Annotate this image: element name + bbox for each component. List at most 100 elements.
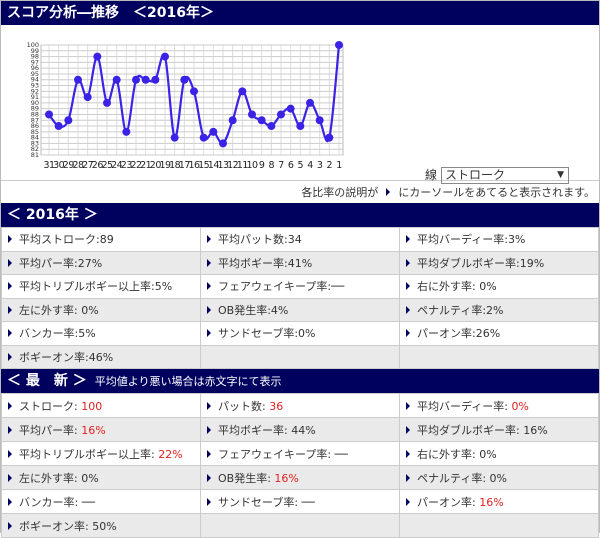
stat-cell[interactable]: OB発生率:4% xyxy=(200,297,400,322)
stat-cell[interactable]: 右に外す率: 0% xyxy=(399,441,599,466)
stat-cell[interactable]: フェアウェイキープ率: ── xyxy=(200,441,400,466)
stat-cell[interactable]: パット数: 36 xyxy=(200,393,400,418)
stat-cell[interactable]: ボギーオン率:46% xyxy=(1,344,201,369)
stat-cell[interactable]: ペナルティ率: 0% xyxy=(399,465,599,490)
stat-value: 16% xyxy=(274,471,299,485)
stat-cell[interactable]: 平均パー率:27% xyxy=(1,250,201,275)
stat-cell[interactable]: ペナルティ率:2% xyxy=(399,297,599,322)
stat-cell[interactable]: 平均ボギー率:41% xyxy=(200,250,400,275)
stat-cell[interactable]: 左に外す率: 0% xyxy=(1,465,201,490)
stat-cell[interactable]: 平均ダブルボギー率: 16% xyxy=(399,417,599,442)
stats-row: 左に外す率: 0% OB発生率: 16% ペナルティ率: 0% xyxy=(1,465,599,490)
y-tick-label: 84 xyxy=(31,134,39,142)
stat-value: 19% xyxy=(519,256,545,270)
x-tick-label: 12 xyxy=(227,160,239,171)
x-tick-label: 21 xyxy=(140,160,152,171)
chart-area: 81 82 83 84 85 86 87 88 89 90 91 92 93 94 95 96 97 98 99 10… xyxy=(1,25,599,184)
stat-label: OB発生率: xyxy=(218,471,275,485)
stat-cell[interactable]: 右に外す率: 0% xyxy=(399,274,599,299)
stat-cell[interactable]: パーオン率:26% xyxy=(399,321,599,346)
point xyxy=(45,110,53,119)
y-tick-label: 93 xyxy=(31,82,39,90)
stat-value: 5% xyxy=(78,327,96,341)
stat-cell[interactable]: 平均ストローク:89 xyxy=(1,227,201,252)
stat-cell[interactable]: サンドセーブ率:0% xyxy=(200,321,400,346)
stat-value: 41% xyxy=(287,256,313,270)
stat-cell[interactable]: バンカー率:5% xyxy=(1,321,201,346)
stat-label: 平均パー率: xyxy=(19,256,78,270)
stat-cell[interactable]: 平均ボギー率: 44% xyxy=(200,417,400,442)
empty-cell xyxy=(200,344,400,369)
stats-table: 平均ストローク:89 平均パット数:34 平均バーディー率:3% 平均パー率:27% 平… xyxy=(1,227,599,369)
y-tick-label: 98 xyxy=(31,53,39,61)
stat-cell[interactable]: 平均バーディー率: 0% xyxy=(399,393,599,418)
point xyxy=(141,75,150,84)
stat-cell[interactable]: 平均トリプルボギー以上率: 22% xyxy=(1,441,201,466)
stats-row: 平均パー率: 16% 平均ボギー率: 44% 平均ダブルボギー率: 16% xyxy=(1,417,599,442)
stat-value: 100 xyxy=(81,399,103,413)
stat-cell[interactable]: フェアウェイキープ率:── xyxy=(200,274,400,299)
select-box[interactable]: ストローク xyxy=(441,167,570,184)
stat-label: サンドセーブ率: xyxy=(218,327,299,341)
stat-label: バンカー率: xyxy=(19,495,82,509)
stat-label: OB発生率: xyxy=(218,303,271,317)
stats-row: 平均トリプルボギー以上率:5% フェアウェイキープ率:── 右に外す率: 0% xyxy=(1,274,599,299)
note-after: にカーソールをあてると表示されます。 xyxy=(398,186,595,199)
point xyxy=(228,116,237,125)
point xyxy=(238,87,247,96)
stat-value: 16% xyxy=(81,423,106,437)
point xyxy=(296,122,305,131)
stat-value: 0% xyxy=(475,280,497,294)
point xyxy=(103,98,111,107)
stat-value: 0% xyxy=(479,447,497,461)
selector-label: 線 xyxy=(425,168,438,182)
y-tick-label: 100 xyxy=(27,41,39,49)
y-tick-label: 97 xyxy=(31,58,39,66)
stat-value: 50% xyxy=(92,519,117,533)
point xyxy=(248,110,256,119)
x-tick-label: 11 xyxy=(237,160,249,171)
stat-value: 27% xyxy=(77,256,103,270)
stat-value: 2% xyxy=(486,303,504,317)
title-bar: スコア分析―推移 ＜2016年＞ xyxy=(1,1,599,25)
stat-cell[interactable]: 平均バーディー率:3% xyxy=(399,227,599,252)
y-tick-label: 85 xyxy=(31,128,39,136)
stat-label: 右に外す率: xyxy=(417,280,476,294)
stat-value: 36 xyxy=(269,399,284,413)
stat-value: 89 xyxy=(99,233,114,247)
stat-cell[interactable]: ボギーオン率: 50% xyxy=(1,513,201,538)
stat-label: パーオン率: xyxy=(417,327,476,341)
x-tick-label: 5 xyxy=(298,160,304,171)
x-tick-label: 13 xyxy=(217,160,229,171)
stat-cell[interactable]: OB発生率: 16% xyxy=(200,465,400,490)
stat-label: ストローク: xyxy=(19,399,82,413)
note-before: 各比率の説明が xyxy=(301,186,379,199)
stat-cell[interactable]: 左に外す率: 0% xyxy=(1,297,201,322)
y-tick-label: 89 xyxy=(31,105,39,113)
stat-cell[interactable]: バンカー率: ── xyxy=(1,489,201,514)
stat-label: 平均ダブルボギー率: xyxy=(417,256,520,270)
stat-value: 3% xyxy=(507,233,526,247)
stat-cell[interactable]: ストローク: 100 xyxy=(1,393,201,418)
stat-cell[interactable]: 平均パー率: 16% xyxy=(1,417,201,442)
empty-cell xyxy=(399,344,599,369)
sections: ＜ 2016年 ＞平均ストローク:89 平均パット数:34 平均バーディー率:3% 平… xyxy=(1,203,599,538)
y-tick-label: 88 xyxy=(31,110,39,118)
point xyxy=(267,122,276,131)
stat-cell[interactable]: 平均ダブルボギー率:19% xyxy=(399,250,599,275)
stat-label: フェアウェイキープ率: xyxy=(218,447,335,461)
stat-label: 平均ボギー率: xyxy=(218,256,288,270)
point xyxy=(161,52,169,61)
point xyxy=(277,110,285,119)
stat-value: 0% xyxy=(81,471,99,485)
stat-cell[interactable]: サンドセーブ率: ── xyxy=(200,489,400,514)
stats-row: バンカー率: ── サンドセーブ率: ── パーオン率: 16% xyxy=(1,489,599,514)
stat-label: 平均トリプルボギー以上率: xyxy=(19,280,155,294)
empty-cell xyxy=(399,513,599,538)
stat-cell[interactable]: 平均パット数:34 xyxy=(200,227,400,252)
x-tick-label: 20 xyxy=(150,160,162,171)
stat-cell[interactable]: 平均トリプルボギー以上率:5% xyxy=(1,274,201,299)
y-tick-label: 91 xyxy=(31,93,39,101)
stat-cell[interactable]: パーオン率: 16% xyxy=(399,489,599,514)
